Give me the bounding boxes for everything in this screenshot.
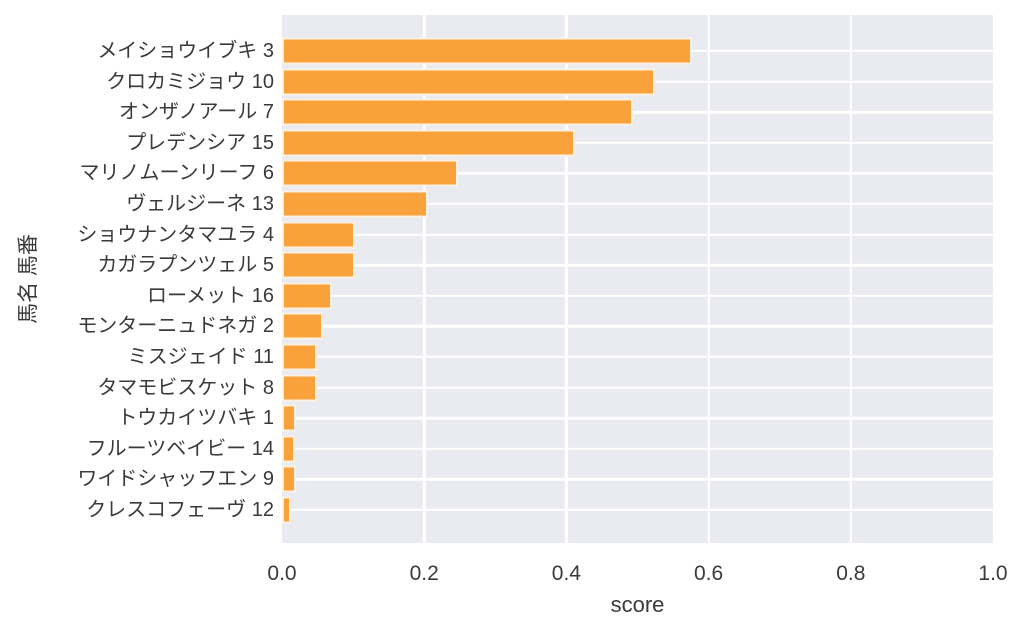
- y-gridline: [282, 386, 993, 389]
- bar-ヴェルジーネ 13: [282, 190, 429, 218]
- x-gridline: [849, 15, 852, 543]
- bar-オンザノアール 7: [282, 98, 633, 126]
- y-gridline: [282, 263, 993, 267]
- y-gridline: [282, 110, 993, 114]
- bar-プレデンシア 15: [282, 129, 575, 157]
- y-tick-label: フルーツベイビー 14: [86, 437, 274, 460]
- y-gridline: [282, 202, 993, 206]
- y-tick-label: ワイドシャッフエン 9: [77, 468, 274, 491]
- y-tick-label: タマモビスケット 8: [97, 376, 274, 399]
- y-tick-label: ローメット 16: [146, 284, 274, 307]
- bar-ローメット 16: [282, 282, 332, 310]
- x-tick-label: 0.8: [836, 562, 866, 585]
- y-gridline: [282, 294, 993, 297]
- y-gridline: [282, 325, 993, 328]
- x-tick-label: 0.0: [267, 562, 297, 585]
- x-tick-label: 1.0: [978, 562, 1008, 585]
- bar-タマモビスケット 8: [282, 374, 317, 402]
- y-gridline: [282, 141, 993, 144]
- bar-トウカイツバキ 1: [282, 404, 296, 432]
- y-tick-label: トウカイツバキ 1: [117, 407, 274, 430]
- bar-ワイドシャッフエン 9: [282, 465, 296, 493]
- y-gridline: [282, 416, 993, 420]
- bar-ショウナンタマユラ 4: [282, 221, 356, 249]
- x-axis-label: score: [610, 592, 665, 617]
- y-gridline: [282, 355, 993, 359]
- y-tick-label: ミスジェイド 11: [127, 346, 274, 368]
- x-gridline: [422, 15, 426, 543]
- bar-マリノムーンリーフ 6: [282, 159, 458, 187]
- y-tick-label: クロカミジョウ 10: [106, 70, 274, 93]
- y-tick-label: モンターニュドネガ 2: [77, 315, 274, 338]
- x-tick-label: 0.6: [693, 562, 724, 585]
- y-gridline: [282, 172, 993, 175]
- y-tick-label: クレスコフェーヴ 12: [86, 499, 274, 521]
- y-tick-label: マリノムーンリーフ 6: [79, 162, 274, 185]
- y-tick-label: カガラプンツェル 5: [97, 254, 274, 277]
- bar-クロカミジョウ 10: [282, 68, 656, 96]
- bar-メイショウイブキ 3: [282, 37, 693, 65]
- x-tick-label: 0.4: [551, 562, 581, 585]
- bar-フルーツベイビー 14: [282, 435, 295, 463]
- y-tick-label: メイショウイブキ 3: [97, 40, 274, 62]
- y-gridline: [282, 447, 993, 450]
- bar-カガラプンツェル 5: [282, 251, 356, 279]
- y-tick-label: プレデンシア 15: [126, 131, 274, 154]
- x-gridline: [565, 15, 568, 543]
- bar-ミスジェイド 11: [282, 343, 317, 371]
- plot-area: [282, 15, 993, 543]
- y-tick-label: ヴェルジーネ 13: [126, 193, 274, 215]
- x-tick-label: 0.2: [409, 562, 439, 585]
- y-gridline: [282, 233, 993, 236]
- x-gridline: [707, 15, 710, 543]
- y-gridline: [282, 478, 993, 481]
- y-gridline: [282, 508, 993, 512]
- bar-クレスコフェーヴ 12: [282, 496, 291, 524]
- y-tick-label: オンザノアール 7: [118, 101, 274, 124]
- y-tick-label: ショウナンタマユラ 4: [77, 223, 274, 246]
- bar-モンターニュドネガ 2: [282, 312, 323, 340]
